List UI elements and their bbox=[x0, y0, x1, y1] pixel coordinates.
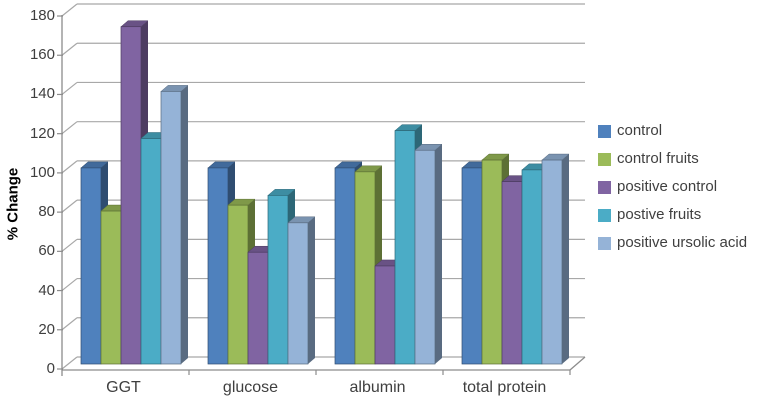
y-tick-label: 60 bbox=[38, 242, 55, 260]
legend-item: postive fruits bbox=[598, 206, 747, 223]
y-tick-label: 80 bbox=[38, 203, 55, 221]
y-tick-label: 140 bbox=[29, 85, 55, 103]
bar bbox=[521, 169, 543, 365]
legend-item: positive control bbox=[598, 178, 747, 195]
gridline-depth-stub bbox=[61, 81, 78, 95]
legend-label: positive ursolic acid bbox=[617, 234, 748, 251]
y-axis-title: % Change bbox=[4, 167, 22, 241]
x-category-label: glucose bbox=[222, 379, 279, 396]
bar-side-face bbox=[435, 144, 442, 364]
legend-item: control bbox=[598, 122, 747, 139]
bar-side-face bbox=[308, 216, 315, 364]
legend-item: control fruits bbox=[598, 150, 747, 167]
legend-swatch-icon bbox=[598, 180, 611, 194]
x-category-label: total protein bbox=[462, 379, 547, 396]
gridline-depth-stub bbox=[61, 160, 78, 174]
bar bbox=[481, 159, 503, 365]
y-tick-label: 160 bbox=[29, 46, 55, 64]
y-tick-label: 0 bbox=[46, 360, 55, 377]
gridline-depth-stub bbox=[61, 42, 78, 56]
bar bbox=[287, 222, 309, 365]
bar bbox=[374, 265, 396, 365]
bar bbox=[100, 210, 122, 365]
y-tick-label: 180 bbox=[29, 7, 55, 25]
legend-swatch-icon bbox=[598, 152, 611, 166]
legend: control control fruits positive control pos… bbox=[598, 122, 748, 264]
y-tick-label: 20 bbox=[38, 320, 55, 338]
bar bbox=[160, 91, 182, 365]
gridline-depth-stub bbox=[61, 238, 78, 252]
bar bbox=[267, 195, 289, 365]
gridline-depth-stub bbox=[61, 278, 78, 292]
legend-item: positive ursolic acid bbox=[598, 234, 748, 251]
bar bbox=[394, 130, 416, 365]
bar bbox=[120, 26, 142, 365]
gridline-depth-stub bbox=[61, 199, 78, 213]
bar bbox=[354, 171, 376, 365]
bar bbox=[247, 251, 269, 365]
legend-label: postive fruits bbox=[617, 206, 702, 223]
bar bbox=[227, 204, 249, 365]
x-category-label: albumin bbox=[349, 379, 406, 396]
legend-label: positive control bbox=[617, 178, 718, 195]
bar bbox=[207, 167, 229, 365]
legend-label: control bbox=[617, 122, 663, 139]
legend-swatch-icon bbox=[598, 236, 611, 250]
gridline-depth-stub bbox=[61, 317, 78, 331]
bar bbox=[80, 167, 102, 365]
bar bbox=[334, 167, 356, 365]
y-tick-label: 100 bbox=[29, 163, 55, 181]
bar bbox=[541, 159, 563, 365]
legend-swatch-icon bbox=[598, 124, 611, 138]
bar-side-face bbox=[562, 154, 569, 364]
legend-label: control fruits bbox=[617, 150, 699, 167]
x-category-label: GGT bbox=[106, 379, 141, 396]
gridline-depth-stub bbox=[61, 3, 78, 17]
bar bbox=[414, 149, 436, 365]
bar bbox=[501, 181, 523, 365]
floor-right-edge bbox=[569, 356, 586, 371]
gridline-depth-stub bbox=[61, 356, 78, 370]
gridline-depth-stub bbox=[61, 121, 78, 135]
bar-side-face bbox=[181, 85, 188, 365]
y-tick-label: 40 bbox=[38, 281, 55, 299]
legend-swatch-icon bbox=[598, 208, 611, 222]
y-tick-label: 120 bbox=[29, 124, 55, 142]
bar bbox=[140, 138, 162, 365]
bar bbox=[461, 167, 483, 365]
